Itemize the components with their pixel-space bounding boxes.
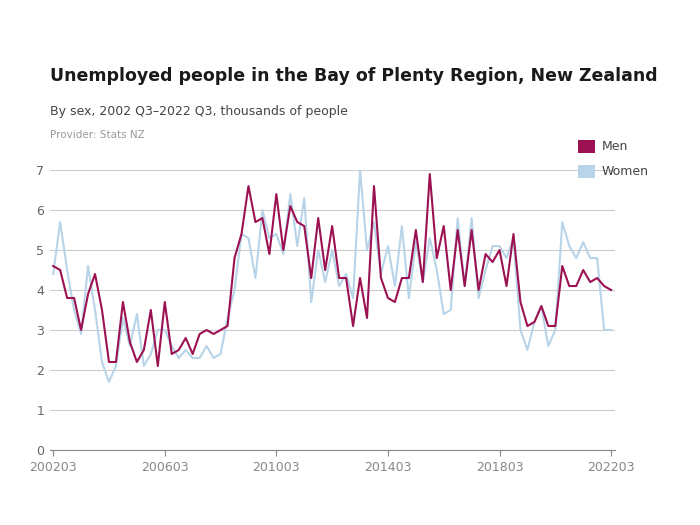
Text: Unemployed people in the Bay of Plenty Region, New Zealand: Unemployed people in the Bay of Plenty R… <box>50 67 657 85</box>
Text: figure.nz: figure.nz <box>584 18 676 37</box>
Text: Women: Women <box>602 165 649 178</box>
Text: Provider: Stats NZ: Provider: Stats NZ <box>50 130 144 140</box>
Text: By sex, 2002 Q3–2022 Q3, thousands of people: By sex, 2002 Q3–2022 Q3, thousands of pe… <box>50 105 348 118</box>
Text: Men: Men <box>602 141 629 153</box>
